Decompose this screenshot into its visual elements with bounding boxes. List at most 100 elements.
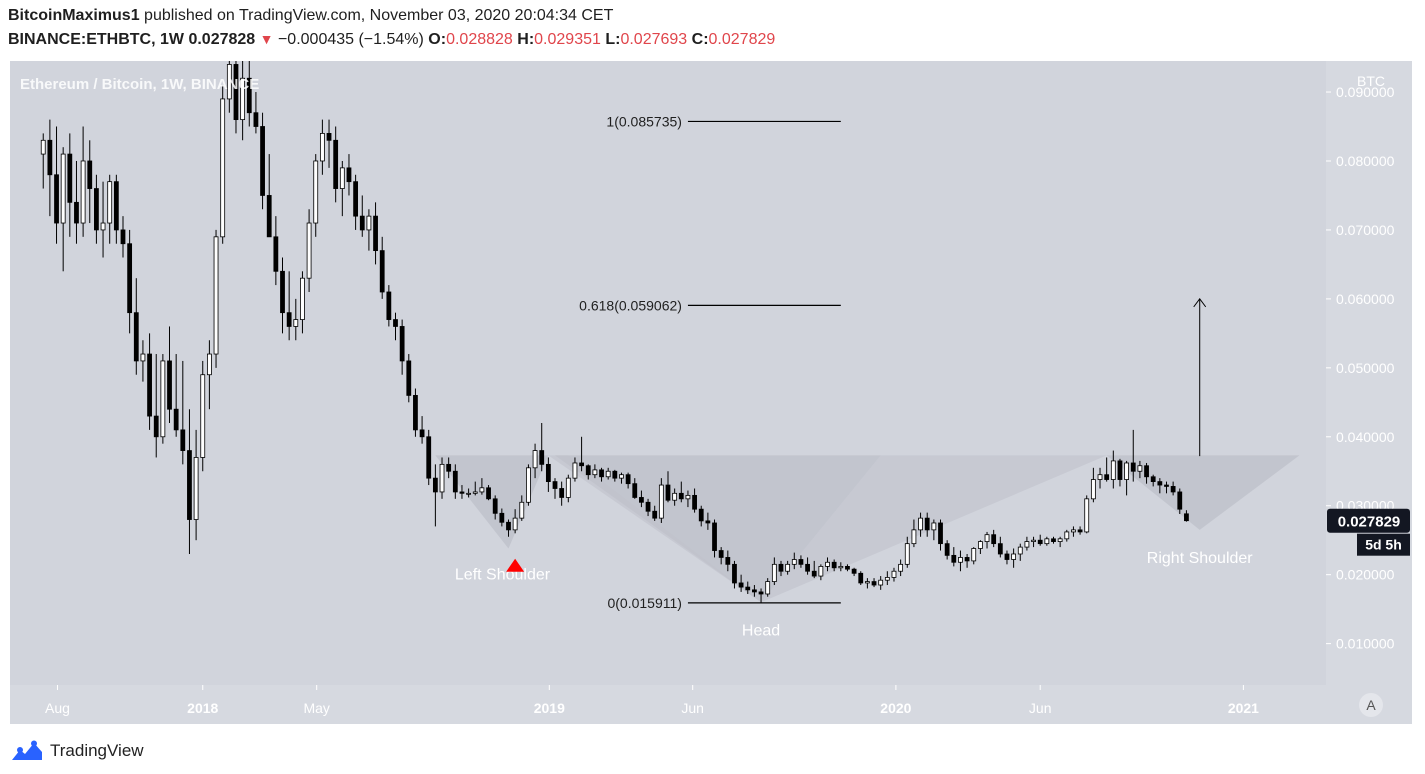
candle[interactable]	[1184, 510, 1189, 522]
candle[interactable]	[452, 464, 458, 499]
candle[interactable]	[977, 540, 983, 554]
candle[interactable]	[1110, 450, 1116, 489]
candle[interactable]	[80, 126, 86, 237]
candle[interactable]	[499, 508, 505, 527]
candle[interactable]	[426, 429, 432, 486]
candle[interactable]	[798, 555, 804, 568]
candle[interactable]	[413, 388, 418, 437]
candle[interactable]	[512, 509, 518, 534]
candle[interactable]	[1177, 488, 1183, 515]
candle[interactable]	[1051, 536, 1056, 544]
candle[interactable]	[286, 271, 292, 341]
candle[interactable]	[639, 490, 644, 508]
candle[interactable]	[911, 519, 917, 548]
candle[interactable]	[240, 9, 246, 141]
candle[interactable]	[373, 202, 378, 265]
candle[interactable]	[479, 478, 485, 495]
candle[interactable]	[612, 469, 618, 482]
candle[interactable]	[1117, 458, 1123, 487]
auto-scale-button[interactable]	[1359, 693, 1383, 717]
candle[interactable]	[260, 112, 265, 210]
candle[interactable]	[393, 312, 398, 341]
candle[interactable]	[1137, 460, 1143, 479]
candle[interactable]	[74, 160, 79, 244]
candle[interactable]	[1044, 536, 1050, 546]
candle[interactable]	[758, 588, 764, 603]
candle[interactable]	[1011, 548, 1017, 568]
candle[interactable]	[605, 467, 611, 480]
candle[interactable]	[658, 478, 664, 523]
candle[interactable]	[884, 571, 890, 586]
candle[interactable]	[579, 436, 584, 472]
candle[interactable]	[107, 174, 113, 244]
candle[interactable]	[366, 209, 372, 251]
candle[interactable]	[984, 531, 990, 549]
candle[interactable]	[147, 333, 152, 430]
candle[interactable]	[991, 529, 997, 548]
candle[interactable]	[1124, 460, 1129, 496]
candle[interactable]	[625, 472, 631, 489]
candle[interactable]	[87, 140, 93, 224]
candle[interactable]	[1150, 474, 1156, 487]
candle[interactable]	[466, 488, 472, 498]
candle[interactable]	[492, 495, 498, 520]
candle[interactable]	[791, 552, 797, 570]
candle[interactable]	[1144, 462, 1149, 484]
candle[interactable]	[173, 354, 179, 437]
candle[interactable]	[133, 278, 139, 375]
tradingview-brand[interactable]: TradingView	[10, 738, 144, 764]
candle[interactable]	[253, 92, 259, 134]
candle[interactable]	[526, 464, 531, 506]
candle[interactable]	[891, 567, 897, 582]
candle[interactable]	[665, 471, 671, 503]
candle[interactable]	[1017, 543, 1023, 561]
candle[interactable]	[705, 512, 711, 530]
candle[interactable]	[599, 467, 604, 482]
candle[interactable]	[971, 547, 977, 565]
candle[interactable]	[831, 559, 837, 572]
candle[interactable]	[67, 133, 73, 237]
candle[interactable]	[692, 488, 697, 513]
candle[interactable]	[94, 174, 99, 244]
candle[interactable]	[825, 557, 830, 572]
candle[interactable]	[931, 519, 937, 541]
candle[interactable]	[811, 560, 817, 579]
candle[interactable]	[113, 174, 119, 244]
candle[interactable]	[752, 585, 757, 597]
candle[interactable]	[632, 478, 638, 499]
candle[interactable]	[1024, 536, 1030, 551]
candle[interactable]	[845, 564, 850, 572]
candle[interactable]	[220, 85, 226, 244]
candle[interactable]	[712, 519, 717, 558]
candle[interactable]	[1164, 481, 1169, 494]
candle[interactable]	[200, 360, 206, 472]
candle[interactable]	[838, 562, 844, 572]
candle[interactable]	[193, 429, 199, 541]
candle[interactable]	[233, 0, 239, 134]
candle[interactable]	[738, 574, 744, 592]
candle[interactable]	[1037, 534, 1043, 546]
candle[interactable]	[140, 340, 146, 382]
candle[interactable]	[678, 481, 684, 503]
candle[interactable]	[1071, 526, 1076, 537]
candle[interactable]	[1064, 529, 1070, 542]
candle[interactable]	[153, 354, 159, 458]
candle[interactable]	[619, 472, 624, 484]
candle[interactable]	[1170, 481, 1176, 496]
time-axis[interactable]	[10, 685, 1326, 724]
candle[interactable]	[187, 409, 192, 554]
candle[interactable]	[572, 457, 578, 482]
candle[interactable]	[645, 498, 651, 517]
candle[interactable]	[333, 126, 339, 203]
candle[interactable]	[246, 37, 252, 127]
candle[interactable]	[818, 564, 824, 581]
candle[interactable]	[904, 536, 910, 568]
candle[interactable]	[1004, 550, 1010, 565]
candle[interactable]	[1077, 526, 1083, 535]
candle[interactable]	[160, 354, 166, 444]
plot-area[interactable]	[10, 61, 1326, 685]
candle[interactable]	[54, 126, 59, 244]
candle[interactable]	[60, 147, 66, 272]
candle[interactable]	[938, 519, 943, 551]
